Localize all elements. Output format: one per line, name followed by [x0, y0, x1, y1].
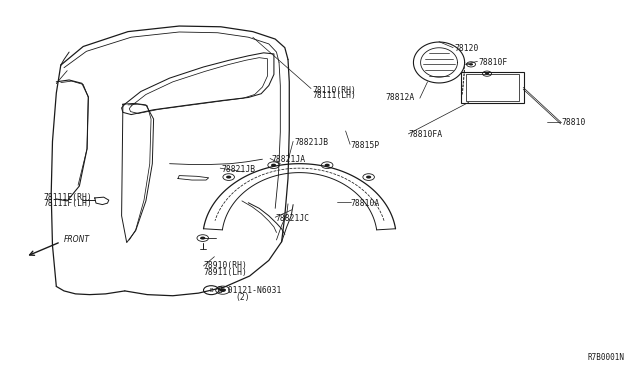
Circle shape [324, 164, 330, 167]
Text: 78810F: 78810F [479, 58, 508, 67]
Text: B: B [209, 288, 213, 293]
Text: 78120: 78120 [454, 44, 479, 53]
Text: 78911(LH): 78911(LH) [204, 268, 248, 277]
Text: 78111E(RH): 78111E(RH) [44, 193, 92, 202]
Text: 78111(LH): 78111(LH) [312, 92, 356, 100]
Text: 78815P: 78815P [351, 141, 380, 150]
Circle shape [220, 288, 226, 292]
Text: (2): (2) [236, 293, 250, 302]
Text: B 01121-N6031: B 01121-N6031 [218, 286, 281, 295]
Text: 78110(RH): 78110(RH) [312, 86, 356, 94]
Text: 78810FA: 78810FA [408, 130, 442, 139]
Text: 78810A: 78810A [351, 199, 380, 208]
Circle shape [485, 73, 489, 75]
Text: 78821JA: 78821JA [271, 155, 305, 164]
Circle shape [366, 176, 371, 179]
Text: 78910(RH): 78910(RH) [204, 262, 248, 270]
Circle shape [226, 176, 231, 179]
Text: 78821JB: 78821JB [294, 138, 328, 147]
Circle shape [271, 164, 276, 167]
Circle shape [469, 63, 473, 65]
Text: 78821JB: 78821JB [221, 165, 255, 174]
Text: FRONT: FRONT [64, 235, 90, 244]
Text: 78812A: 78812A [385, 93, 415, 102]
Text: 78821JC: 78821JC [275, 214, 309, 223]
Text: 78111F(LH): 78111F(LH) [44, 199, 92, 208]
Text: 78810: 78810 [562, 118, 586, 126]
Circle shape [200, 237, 205, 240]
Text: R7B0001N: R7B0001N [587, 353, 624, 362]
